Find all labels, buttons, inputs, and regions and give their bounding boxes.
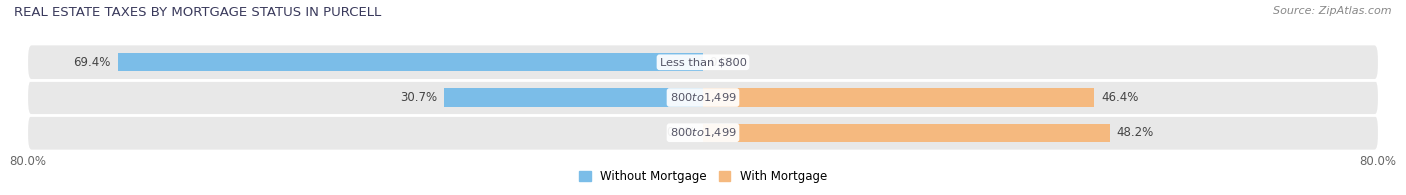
Text: $800 to $1,499: $800 to $1,499 <box>669 126 737 139</box>
Text: REAL ESTATE TAXES BY MORTGAGE STATUS IN PURCELL: REAL ESTATE TAXES BY MORTGAGE STATUS IN … <box>14 6 381 19</box>
Legend: Without Mortgage, With Mortgage: Without Mortgage, With Mortgage <box>574 165 832 188</box>
Text: 0.0%: 0.0% <box>710 56 740 69</box>
Text: Source: ZipAtlas.com: Source: ZipAtlas.com <box>1274 6 1392 16</box>
Bar <box>703 124 1109 142</box>
Text: 69.4%: 69.4% <box>73 56 111 69</box>
FancyBboxPatch shape <box>28 45 1378 79</box>
Text: $800 to $1,499: $800 to $1,499 <box>669 91 737 104</box>
FancyBboxPatch shape <box>28 81 1378 114</box>
Bar <box>703 88 1094 107</box>
Text: 30.7%: 30.7% <box>401 91 437 104</box>
FancyBboxPatch shape <box>28 116 1378 150</box>
Text: 0.0%: 0.0% <box>666 126 696 139</box>
Text: 46.4%: 46.4% <box>1101 91 1139 104</box>
Bar <box>444 88 703 107</box>
Text: Less than $800: Less than $800 <box>659 57 747 67</box>
Bar <box>118 53 703 71</box>
Text: 48.2%: 48.2% <box>1116 126 1153 139</box>
